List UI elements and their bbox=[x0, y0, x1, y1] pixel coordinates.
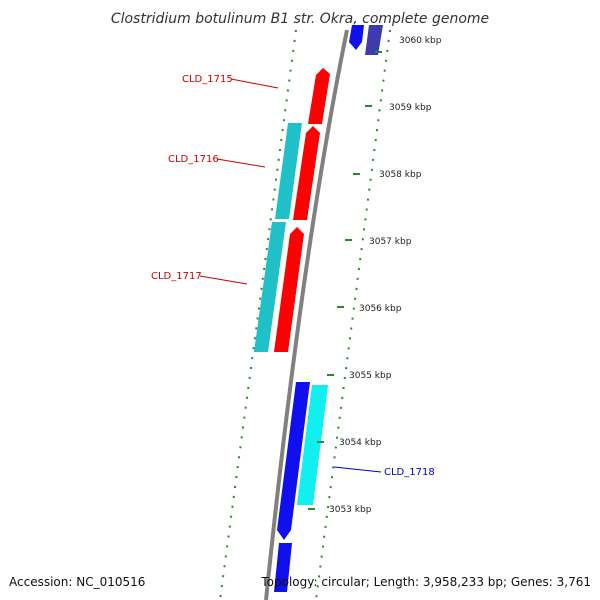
tick-label: 3055 kbp bbox=[349, 371, 392, 381]
gene-feature-cyan-1[interactable] bbox=[275, 123, 302, 219]
gene-feature-navy[interactable] bbox=[365, 25, 383, 55]
tick-label: 3057 kbp bbox=[369, 237, 412, 247]
genome-title: Clostridium botulinum B1 str. Okra, comp… bbox=[111, 11, 489, 27]
genome-summary-text: Topology: circular; Length: 3,958,233 bp… bbox=[260, 575, 591, 589]
tick-label: 3054 kbp bbox=[339, 438, 382, 448]
label-leader-line bbox=[199, 275, 248, 285]
gene-label[interactable]: CLD_1717 bbox=[151, 271, 202, 282]
label-leader-line bbox=[216, 158, 266, 168]
gene-label[interactable]: CLD_1718 bbox=[384, 467, 435, 478]
tick-label: 3059 kbp bbox=[389, 103, 432, 113]
gene-feature-CLD_1715[interactable] bbox=[308, 68, 330, 124]
gene-feature-blue[interactable] bbox=[349, 25, 364, 50]
tick-label: 3053 kbp bbox=[329, 505, 372, 515]
gene-track bbox=[254, 25, 383, 592]
gene-feature-CLD_1716[interactable] bbox=[293, 126, 320, 220]
gene-feature-cyan-long[interactable] bbox=[297, 385, 328, 505]
gene-feature-blue-long[interactable] bbox=[277, 382, 310, 540]
tick-label: 3056 kbp bbox=[359, 304, 402, 314]
gene-label[interactable]: CLD_1715 bbox=[182, 74, 233, 85]
label-leader-line bbox=[333, 466, 382, 473]
tick-label: 3058 kbp bbox=[379, 170, 422, 180]
tick-marks: 3060 kbp 3059 kbp 3058 kbp 3057 kbp 3056 kbp… bbox=[308, 36, 442, 515]
gene-label[interactable]: CLD_1716 bbox=[168, 154, 219, 165]
gene-feature-CLD_1717[interactable] bbox=[274, 227, 304, 352]
gene-labels: CLD_1715 CLD_1716 CLD_1717 CLD_1718 bbox=[151, 74, 435, 478]
genome-backbone bbox=[264, 29, 349, 600]
gene-feature-blue-tail[interactable] bbox=[274, 543, 292, 592]
label-leader-line bbox=[230, 78, 279, 89]
tick-label: 3060 kbp bbox=[399, 36, 442, 46]
gene-feature-cyan-2[interactable] bbox=[254, 222, 286, 352]
accession-text: Accession: NC_010516 bbox=[9, 575, 145, 589]
